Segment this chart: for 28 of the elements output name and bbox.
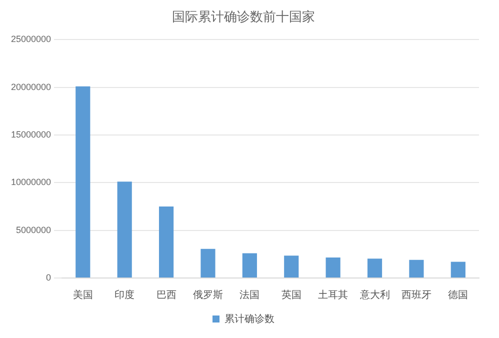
bar bbox=[367, 258, 382, 278]
bar bbox=[76, 86, 90, 278]
x-tick-label: 印度 bbox=[114, 288, 135, 301]
y-tick-label: 5000000 bbox=[16, 224, 52, 235]
bar bbox=[117, 182, 132, 278]
x-tick-label: 土耳其 bbox=[318, 288, 348, 301]
y-tick-label: 20000000 bbox=[10, 82, 52, 92]
chart-title: 国际累计确诊数前十国家 bbox=[172, 9, 315, 26]
y-tick-label: 0 bbox=[46, 272, 52, 282]
bar bbox=[326, 258, 340, 278]
bar bbox=[200, 248, 216, 278]
bar bbox=[158, 206, 174, 278]
x-tick-label: 巴西 bbox=[156, 290, 176, 301]
bar bbox=[284, 256, 299, 278]
x-tick-label: 德国 bbox=[448, 290, 468, 301]
x-tick-label: 意大利 bbox=[358, 288, 390, 301]
x-tick-label: 俄罗斯 bbox=[192, 288, 223, 301]
x-tick-label: 法国 bbox=[240, 288, 260, 301]
x-tick-label: 西班牙 bbox=[401, 288, 432, 301]
x-tick-label: 美国 bbox=[72, 288, 93, 301]
y-tick-label: 25000000 bbox=[10, 34, 52, 44]
x-tick-label: 英国 bbox=[281, 288, 302, 301]
bar bbox=[450, 262, 466, 278]
y-tick-label: 15000000 bbox=[10, 129, 52, 140]
bar bbox=[242, 253, 257, 278]
legend-label: 累计确诊数 bbox=[224, 312, 274, 325]
y-tick-label: 10000000 bbox=[10, 177, 52, 188]
bar bbox=[409, 260, 424, 278]
